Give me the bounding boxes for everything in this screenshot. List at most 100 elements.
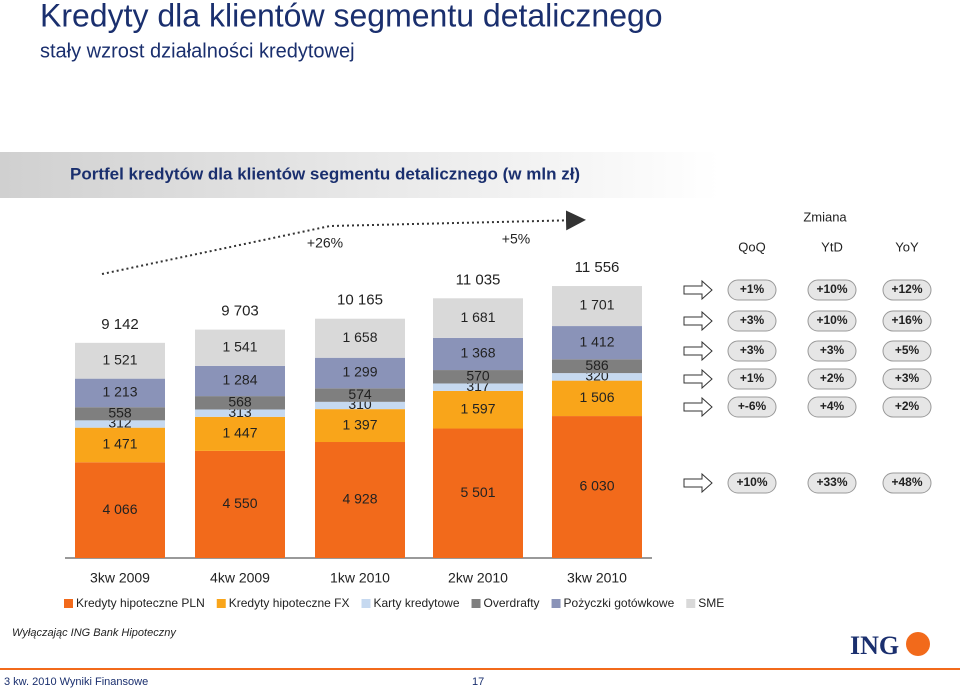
value-label: 570 xyxy=(466,367,490,383)
change-value: +4% xyxy=(820,399,845,413)
column-header: QoQ xyxy=(738,239,765,254)
bar-segment xyxy=(75,462,165,558)
total-label: 10 165 xyxy=(337,292,383,309)
total-label: 11 556 xyxy=(575,259,620,276)
value-label: 1 412 xyxy=(579,333,614,349)
bar-segment xyxy=(75,342,165,379)
legend-label: Kredyty hipoteczne PLN xyxy=(76,596,205,610)
logo: ING xyxy=(850,631,899,660)
change-value: +10% xyxy=(816,282,847,296)
footer-text: 3 kw. 2010 Wyniki Finansowe xyxy=(4,676,148,688)
column-header: YtD xyxy=(821,239,843,254)
row-arrow xyxy=(683,279,713,301)
bar-segment xyxy=(315,409,405,443)
legend-swatch xyxy=(471,599,481,608)
change-value: +10% xyxy=(816,313,847,327)
footnote: Wyłączając ING Bank Hipoteczny xyxy=(12,627,177,639)
change-pill xyxy=(882,472,932,494)
change-value: +3% xyxy=(740,313,765,327)
change-pill xyxy=(727,340,777,362)
title: Kredyty dla klientów segmentu detaliczne… xyxy=(40,0,663,33)
value-label: 6 030 xyxy=(579,478,614,494)
x-tick-label: 3kw 2010 xyxy=(567,570,627,586)
change-pill xyxy=(727,396,777,418)
change-pill xyxy=(882,368,932,390)
value-label: 1 284 xyxy=(222,372,257,388)
value-label: 1 541 xyxy=(222,338,257,354)
change-pill xyxy=(807,368,857,390)
change-pill xyxy=(727,279,777,301)
bar-segment xyxy=(195,396,285,410)
change-value: +-6% xyxy=(738,399,767,413)
change-value: +1% xyxy=(740,282,765,296)
bar-segment xyxy=(315,401,405,410)
change-pill xyxy=(807,472,857,494)
total-label: 9 703 xyxy=(221,303,259,320)
value-label: 1 521 xyxy=(102,351,137,367)
bar-segment xyxy=(433,428,523,558)
change-value: +16% xyxy=(891,313,922,327)
change-value: +2% xyxy=(895,399,920,413)
value-label: 1 701 xyxy=(579,297,614,313)
growth-label: +5% xyxy=(502,231,530,247)
value-label: 1 397 xyxy=(342,416,377,432)
bar-segment xyxy=(75,427,165,463)
bar-segment xyxy=(75,420,165,428)
chart-title: Portfel kredytów dla klientów segmentu d… xyxy=(70,164,580,183)
bar-segment xyxy=(433,298,523,338)
bar-segment xyxy=(75,378,165,408)
total-label: 11 035 xyxy=(456,271,501,288)
x-tick-label: 4kw 2009 xyxy=(210,570,270,586)
legend-swatch xyxy=(216,599,226,608)
bar-segment xyxy=(195,365,285,397)
change-value: +48% xyxy=(891,475,922,489)
change-pill xyxy=(807,310,857,332)
change-value: +3% xyxy=(820,343,845,357)
total-label: 9 142 xyxy=(101,316,139,333)
legend-swatch xyxy=(361,599,371,608)
value-label: 1 213 xyxy=(102,384,137,400)
title-band xyxy=(0,152,720,198)
change-pill xyxy=(882,279,932,301)
value-label: 1 681 xyxy=(460,309,495,325)
value-label: 1 471 xyxy=(102,436,137,452)
bar-segment xyxy=(433,383,523,391)
bar-segment xyxy=(195,416,285,451)
value-label: 574 xyxy=(348,386,372,402)
value-label: 1 368 xyxy=(460,345,495,361)
value-label: 4 928 xyxy=(342,491,377,507)
legend-label: Karty kredytowe xyxy=(373,596,459,610)
subtitle: stały wzrost działalności kredytowej xyxy=(40,40,355,62)
legend-label: SME xyxy=(698,596,724,610)
value-label: 1 506 xyxy=(579,389,614,405)
page-number: 17 xyxy=(472,676,484,688)
row-arrow xyxy=(683,396,713,418)
x-tick-label: 1kw 2010 xyxy=(330,570,390,586)
bar-segment xyxy=(552,286,642,327)
change-pill xyxy=(882,396,932,418)
column-header: YoY xyxy=(895,239,919,254)
row-arrow xyxy=(683,368,713,390)
x-tick-label: 2kw 2010 xyxy=(448,570,508,586)
change-pill xyxy=(727,310,777,332)
change-pill xyxy=(882,310,932,332)
bar-segment xyxy=(433,370,523,384)
legend-swatch xyxy=(64,599,73,608)
value-label: 558 xyxy=(108,404,132,420)
bar-segment xyxy=(315,442,405,558)
bar-segment xyxy=(433,337,523,371)
row-arrow xyxy=(683,340,713,362)
bar-segment xyxy=(195,329,285,366)
value-label: 4 550 xyxy=(222,495,257,511)
row-arrow xyxy=(683,310,713,332)
trend-line xyxy=(101,210,586,275)
growth-label: +26% xyxy=(307,235,343,251)
value-label: 586 xyxy=(585,357,609,373)
bar-segment xyxy=(195,450,285,558)
value-label: 1 447 xyxy=(222,425,257,441)
change-value: +3% xyxy=(740,343,765,357)
bar-segment xyxy=(552,359,642,374)
bar-segment xyxy=(552,373,642,381)
change-pill xyxy=(882,340,932,362)
legend-label: Pożyczki gotówkowe xyxy=(564,596,675,610)
